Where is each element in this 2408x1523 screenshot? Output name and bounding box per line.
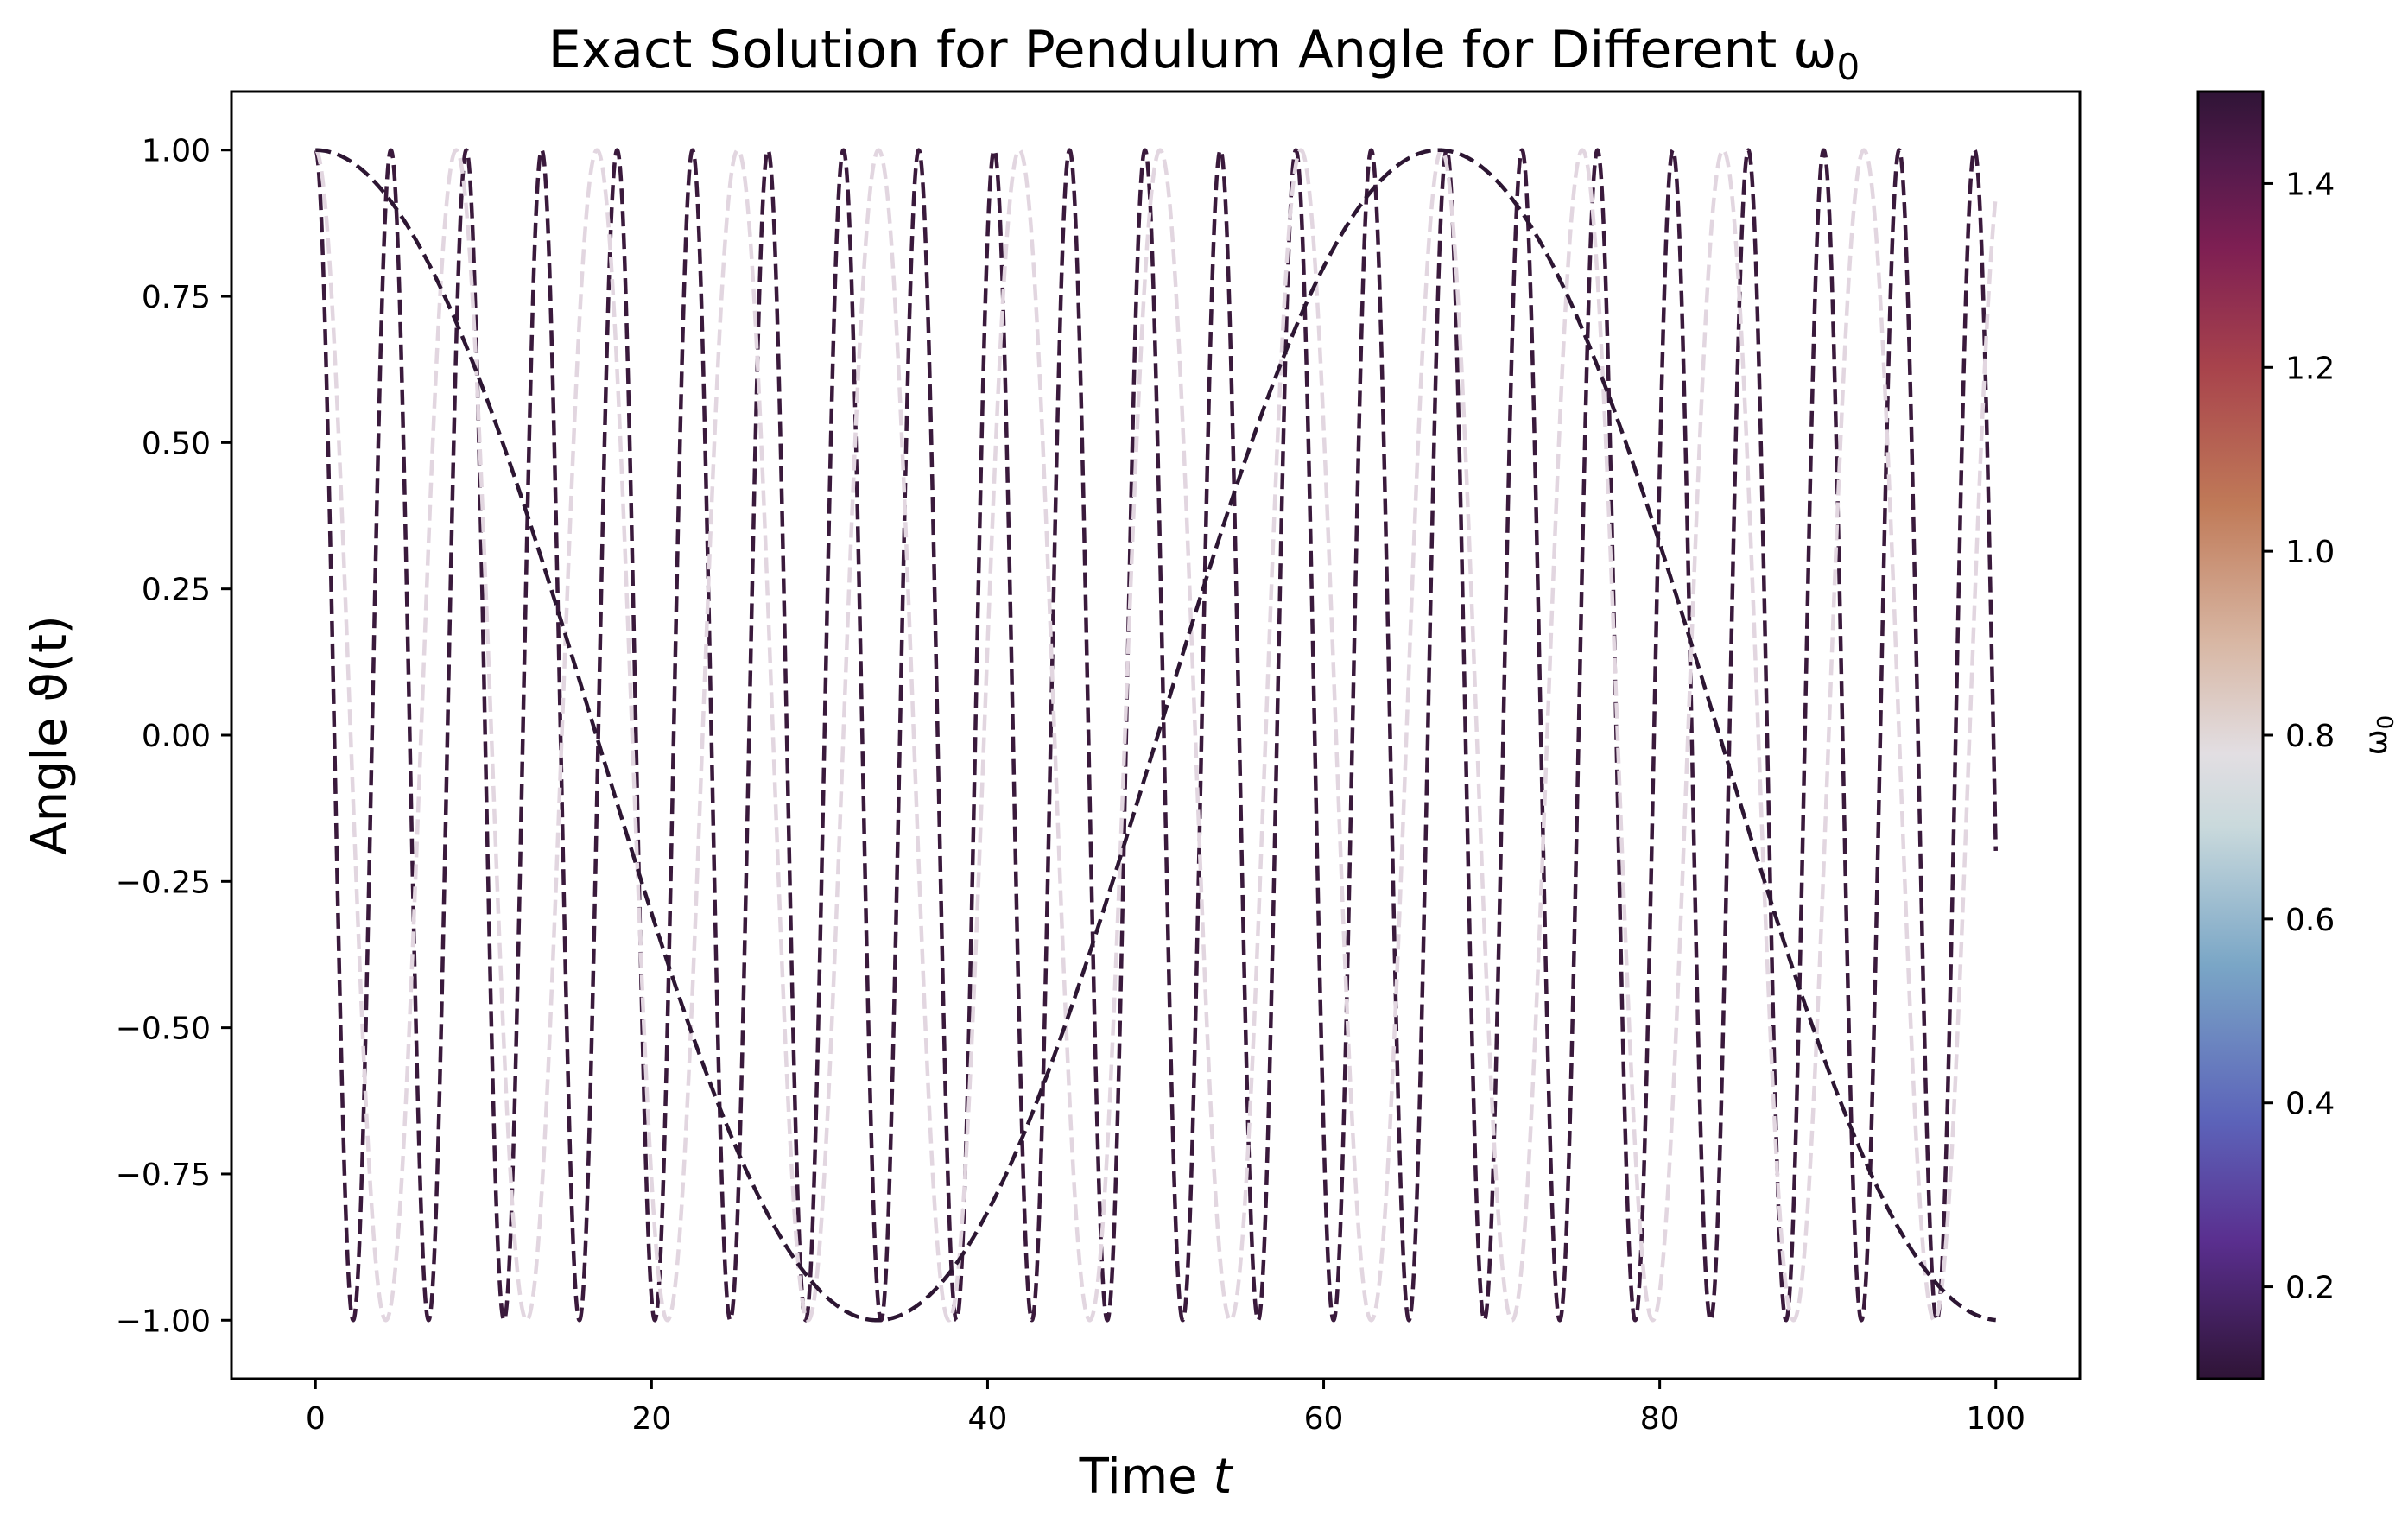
x-tick-label: 80 xyxy=(1640,1401,1680,1437)
y-tick-label: −0.50 xyxy=(116,1012,211,1047)
x-tick-label: 0 xyxy=(306,1401,326,1437)
colorbar-tick-label: 1.2 xyxy=(2285,351,2335,386)
x-axis-ticks: 0 20 40 60 80 100 xyxy=(306,1379,2025,1437)
x-axis-label-var: t xyxy=(1213,1449,1233,1505)
colorbar-label: ω0 xyxy=(2359,715,2399,756)
colorbar-tick-label: 0.4 xyxy=(2285,1087,2335,1122)
y-tick-label: 0.25 xyxy=(142,573,211,608)
colorbar-ticks: 0.2 0.4 0.6 0.8 1.0 1.2 1.4 xyxy=(2263,167,2335,1306)
colorbar-tick-label: 0.2 xyxy=(2285,1271,2335,1306)
plot-frame xyxy=(230,90,2082,1380)
x-tick-label: 100 xyxy=(1966,1401,2025,1437)
series-line-0 xyxy=(314,148,1998,1323)
x-axis-label: Time t xyxy=(1079,1449,1234,1505)
y-tick-label: 0.75 xyxy=(142,280,211,315)
y-axis-ticks: 1.00 0.75 0.50 0.25 0.00 −0.25 −0.50 −0.75 −1.00 xyxy=(116,134,231,1339)
series-line-1 xyxy=(314,148,1998,1323)
x-tick-label: 60 xyxy=(1304,1401,1344,1437)
x-tick-label: 40 xyxy=(968,1401,1008,1437)
y-tick-label: 1.00 xyxy=(142,134,211,169)
colorbar-tick-label: 1.4 xyxy=(2285,167,2335,202)
x-tick-label: 20 xyxy=(631,1401,671,1437)
title-subscript: 0 xyxy=(1837,46,1860,88)
y-tick-label: −0.25 xyxy=(116,865,211,900)
series-line-2 xyxy=(314,148,1998,1323)
colorbar-tick-label: 1.0 xyxy=(2285,535,2335,570)
y-tick-label: −1.00 xyxy=(116,1304,211,1339)
y-tick-label: 0.50 xyxy=(142,426,211,461)
y-tick-label: 0.00 xyxy=(142,719,211,754)
series-layer xyxy=(314,148,1998,1323)
y-tick-label: −0.75 xyxy=(116,1158,211,1193)
colorbar-label-subscript: 0 xyxy=(2373,715,2399,730)
colorbar-tick-label: 0.6 xyxy=(2285,903,2335,938)
colorbar-tick-label: 0.8 xyxy=(2285,719,2335,754)
chart-title: Exact Solution for Pendulum Angle for Di… xyxy=(548,20,1860,88)
y-axis-label: Angle ϑ(t) xyxy=(22,615,78,854)
colorbar xyxy=(2196,90,2265,1380)
